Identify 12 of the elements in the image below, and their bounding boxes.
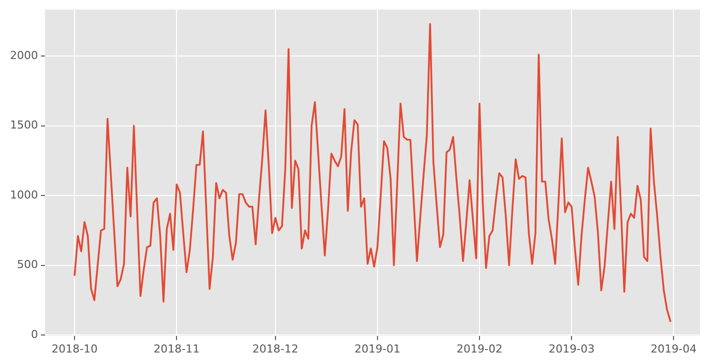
y-tick-label: 1500 bbox=[10, 118, 38, 132]
y-tick-label: 500 bbox=[17, 258, 38, 272]
x-tick-label: 2018-10 bbox=[52, 342, 98, 356]
x-tick-label: 2019-02 bbox=[456, 342, 502, 356]
x-tick-label: 2019-01 bbox=[354, 342, 400, 356]
y-tick-label: 0 bbox=[31, 328, 38, 341]
x-tick-label: 2019-04 bbox=[650, 342, 697, 356]
y-tick-label: 2000 bbox=[10, 48, 38, 62]
x-tick-label: 2018-12 bbox=[252, 342, 298, 356]
y-tick-label: 1000 bbox=[10, 188, 38, 202]
x-tick-label: 2018-11 bbox=[154, 342, 200, 356]
x-tick-label: 2019-03 bbox=[548, 342, 595, 356]
